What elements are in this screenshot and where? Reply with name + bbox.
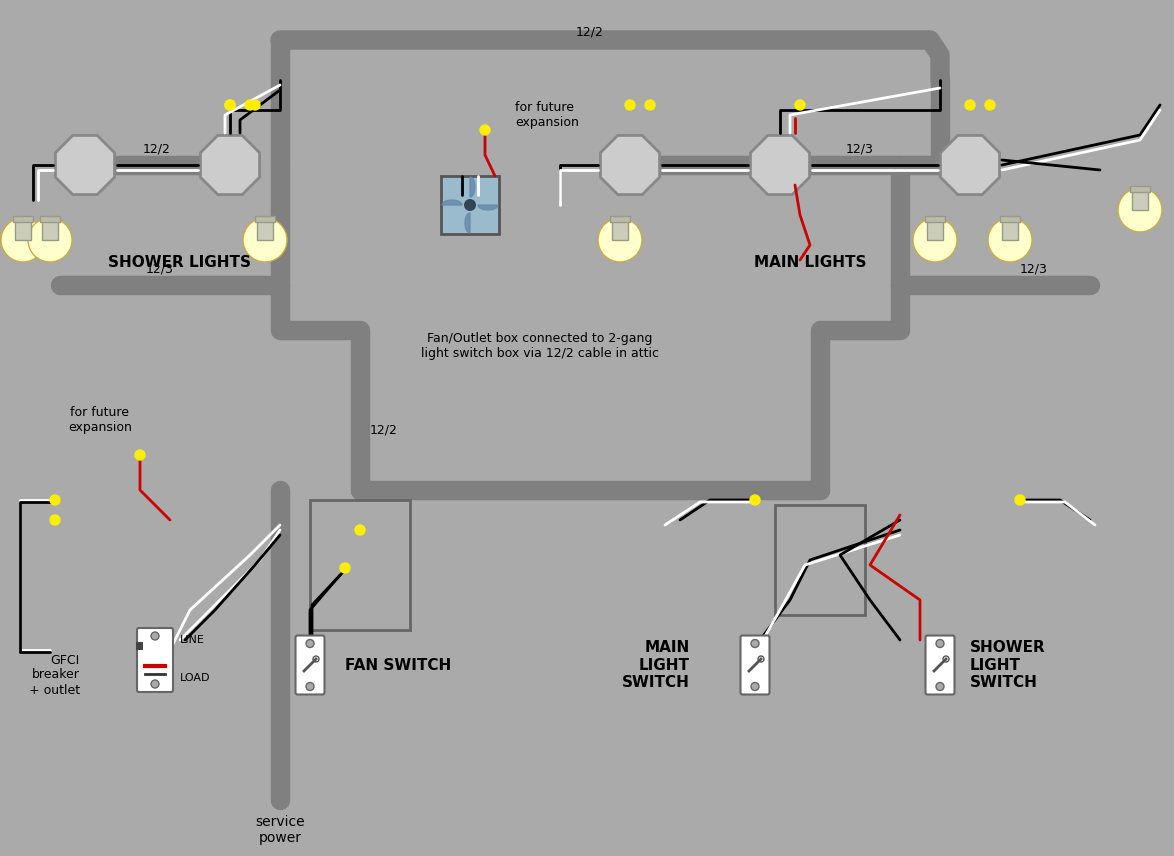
FancyBboxPatch shape bbox=[741, 635, 769, 694]
Bar bbox=[1132, 190, 1148, 210]
Polygon shape bbox=[55, 135, 115, 194]
Circle shape bbox=[750, 495, 760, 505]
Polygon shape bbox=[441, 200, 463, 205]
Text: SHOWER
LIGHT
SWITCH: SHOWER LIGHT SWITCH bbox=[970, 640, 1046, 690]
Circle shape bbox=[250, 100, 259, 110]
Text: 12/2: 12/2 bbox=[143, 142, 171, 155]
Circle shape bbox=[225, 100, 235, 110]
Circle shape bbox=[936, 639, 944, 647]
Text: GFCI
breaker
+ outlet: GFCI breaker + outlet bbox=[29, 653, 80, 697]
Circle shape bbox=[245, 100, 255, 110]
Polygon shape bbox=[478, 205, 498, 210]
Text: LOAD: LOAD bbox=[180, 673, 210, 683]
Text: for future
expansion: for future expansion bbox=[515, 101, 579, 129]
Circle shape bbox=[151, 632, 158, 640]
Bar bbox=[927, 220, 943, 240]
Text: 12/3: 12/3 bbox=[846, 142, 873, 155]
Circle shape bbox=[625, 100, 635, 110]
Text: 12/2: 12/2 bbox=[576, 26, 603, 39]
Polygon shape bbox=[201, 135, 259, 194]
Circle shape bbox=[306, 639, 313, 647]
Circle shape bbox=[135, 450, 146, 460]
Circle shape bbox=[1118, 188, 1162, 232]
Polygon shape bbox=[470, 177, 475, 197]
Polygon shape bbox=[750, 135, 810, 194]
Circle shape bbox=[464, 199, 475, 211]
Circle shape bbox=[355, 525, 365, 535]
Circle shape bbox=[1016, 495, 1025, 505]
Bar bbox=[255, 216, 275, 222]
Text: service
power: service power bbox=[255, 815, 305, 845]
Circle shape bbox=[50, 495, 60, 505]
Circle shape bbox=[306, 682, 313, 691]
Circle shape bbox=[751, 639, 760, 647]
Circle shape bbox=[340, 563, 350, 573]
Bar bbox=[136, 642, 140, 650]
Circle shape bbox=[480, 125, 490, 135]
Bar bbox=[775, 505, 865, 615]
Bar bbox=[139, 642, 143, 650]
Circle shape bbox=[225, 100, 235, 110]
Circle shape bbox=[151, 680, 158, 688]
Bar bbox=[1001, 220, 1018, 240]
Text: SHOWER LIGHTS: SHOWER LIGHTS bbox=[108, 255, 251, 270]
Circle shape bbox=[1, 218, 45, 262]
Bar bbox=[310, 500, 410, 630]
Bar bbox=[42, 220, 58, 240]
Circle shape bbox=[936, 682, 944, 691]
Text: 12/3: 12/3 bbox=[146, 262, 174, 275]
Circle shape bbox=[28, 218, 72, 262]
Text: LINE: LINE bbox=[180, 635, 205, 645]
Text: Fan/Outlet box connected to 2-gang
light switch box via 12/2 cable in attic: Fan/Outlet box connected to 2-gang light… bbox=[421, 332, 659, 360]
Circle shape bbox=[965, 100, 974, 110]
Circle shape bbox=[751, 682, 760, 691]
FancyBboxPatch shape bbox=[925, 635, 954, 694]
Circle shape bbox=[985, 100, 996, 110]
Bar bbox=[257, 220, 274, 240]
Bar bbox=[13, 216, 33, 222]
Bar bbox=[1000, 216, 1020, 222]
FancyBboxPatch shape bbox=[296, 635, 324, 694]
Polygon shape bbox=[940, 135, 999, 194]
Text: FAN SWITCH: FAN SWITCH bbox=[345, 657, 451, 673]
Text: MAIN
LIGHT
SWITCH: MAIN LIGHT SWITCH bbox=[622, 640, 690, 690]
Text: for future
expansion: for future expansion bbox=[68, 406, 131, 434]
Circle shape bbox=[598, 218, 642, 262]
Circle shape bbox=[989, 218, 1032, 262]
Text: MAIN LIGHTS: MAIN LIGHTS bbox=[754, 255, 866, 270]
Circle shape bbox=[50, 515, 60, 525]
Circle shape bbox=[243, 218, 286, 262]
Circle shape bbox=[795, 100, 805, 110]
Bar bbox=[1131, 186, 1151, 192]
Polygon shape bbox=[600, 135, 660, 194]
Text: 12/2: 12/2 bbox=[370, 424, 398, 437]
Polygon shape bbox=[465, 213, 470, 233]
Bar bbox=[610, 216, 630, 222]
FancyBboxPatch shape bbox=[137, 628, 173, 692]
Text: 12/3: 12/3 bbox=[1020, 262, 1048, 275]
Bar bbox=[612, 220, 628, 240]
Bar bbox=[925, 216, 945, 222]
Circle shape bbox=[645, 100, 655, 110]
Bar bbox=[15, 220, 31, 240]
Circle shape bbox=[913, 218, 957, 262]
Bar bbox=[40, 216, 60, 222]
Bar bbox=[441, 176, 499, 234]
